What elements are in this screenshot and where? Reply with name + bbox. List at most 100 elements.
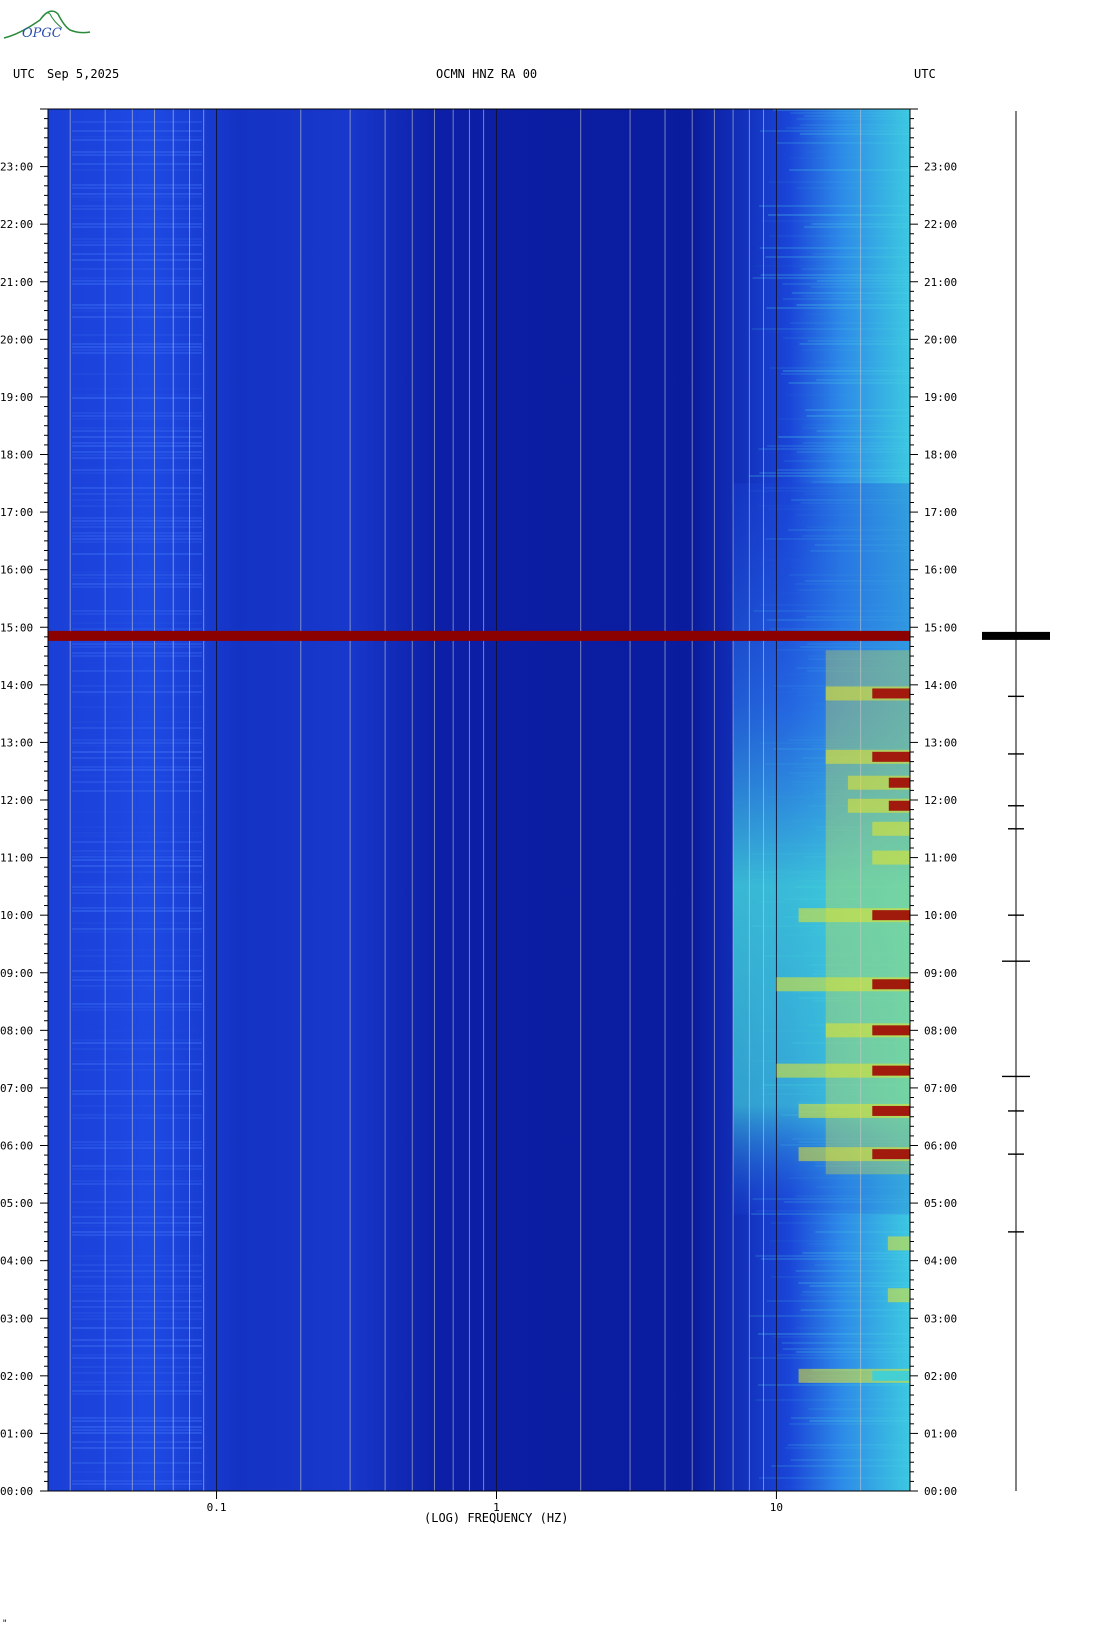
texture-streak	[72, 1393, 202, 1395]
texture-streak	[72, 646, 202, 648]
texture-streak	[776, 469, 910, 471]
texture-streak	[782, 283, 910, 285]
texture-streak	[72, 832, 202, 834]
texture-streak	[72, 1117, 202, 1119]
y-tick-label-right: 11:00	[924, 852, 957, 865]
texture-streak	[802, 442, 910, 444]
texture-streak	[72, 1354, 202, 1356]
texture-streak	[72, 691, 202, 693]
texture-streak	[72, 1165, 202, 1167]
texture-streak	[72, 856, 202, 858]
texture-streak	[72, 1372, 202, 1374]
texture-streak	[72, 535, 202, 537]
texture-streak	[72, 574, 202, 576]
event-band	[872, 688, 910, 699]
texture-streak	[804, 325, 910, 327]
texture-streak	[761, 220, 910, 222]
texture-streak	[72, 466, 202, 468]
texture-streak	[72, 1384, 202, 1386]
texture-streak	[72, 1177, 202, 1179]
texture-streak	[72, 244, 202, 246]
texture-streak	[806, 415, 910, 417]
texture-streak	[784, 1273, 910, 1275]
y-tick-label-left: 14:00	[0, 679, 33, 692]
texture-streak	[72, 577, 202, 579]
texture-streak	[72, 1147, 202, 1149]
texture-streak	[749, 475, 910, 477]
texture-streak	[72, 532, 202, 534]
texture-streak	[72, 241, 202, 243]
y-tick-label-left: 00:00	[0, 1485, 33, 1498]
y-tick-label-right: 04:00	[924, 1255, 957, 1268]
texture-streak	[72, 1468, 202, 1470]
texture-streak	[814, 361, 910, 363]
texture-streak	[759, 205, 910, 207]
texture-streak	[72, 418, 202, 420]
texture-streak	[72, 130, 202, 132]
y-tick-label-right: 07:00	[924, 1082, 957, 1095]
texture-streak	[72, 865, 202, 867]
y-tick-label-left: 11:00	[0, 852, 33, 865]
texture-streak	[802, 1252, 910, 1254]
texture-streak	[786, 1486, 910, 1488]
texture-streak	[72, 1003, 202, 1005]
x-tick-label: 10	[770, 1501, 783, 1514]
texture-streak	[72, 1291, 202, 1293]
texture-streak	[72, 415, 202, 417]
texture-streak	[72, 493, 202, 495]
y-tick-label-right: 18:00	[924, 449, 957, 462]
texture-streak	[72, 961, 202, 963]
event-band	[872, 979, 910, 990]
texture-streak	[72, 253, 202, 255]
texture-streak	[815, 379, 910, 381]
texture-streak	[72, 1168, 202, 1170]
high-frequency-activity	[733, 483, 910, 1215]
texture-streak	[72, 1357, 202, 1359]
texture-streak	[72, 217, 202, 219]
texture-streak	[802, 1291, 910, 1293]
texture-streak	[72, 1219, 202, 1221]
texture-streak	[72, 775, 202, 777]
texture-streak	[769, 367, 910, 369]
y-tick-label-left: 23:00	[0, 161, 33, 174]
texture-streak	[72, 394, 202, 396]
texture-streak	[72, 652, 202, 654]
texture-streak	[72, 1432, 202, 1434]
texture-streak	[72, 1213, 202, 1215]
texture-streak	[795, 1270, 910, 1272]
texture-streak	[787, 1444, 910, 1446]
texture-streak	[788, 1423, 910, 1425]
texture-streak	[72, 199, 202, 201]
y-tick-label-right: 12:00	[924, 794, 957, 807]
texture-streak	[72, 169, 202, 171]
texture-streak	[749, 1315, 910, 1317]
texture-streak	[72, 949, 202, 951]
y-tick-label-right: 16:00	[924, 564, 957, 577]
texture-streak	[72, 469, 202, 471]
texture-streak	[72, 1345, 202, 1347]
texture-streak	[72, 580, 202, 582]
texture-streak	[72, 487, 202, 489]
y-tick-label-left: 02:00	[0, 1370, 33, 1383]
texture-streak	[751, 328, 910, 330]
texture-streak	[72, 1069, 202, 1071]
texture-streak	[768, 181, 910, 183]
texture-streak	[802, 424, 910, 426]
y-tick-label-right: 15:00	[924, 621, 957, 634]
texture-streak	[72, 1255, 202, 1257]
texture-streak	[72, 1207, 202, 1209]
texture-streak	[72, 721, 202, 723]
texture-streak	[802, 295, 910, 297]
texture-streak	[72, 670, 202, 672]
texture-streak	[72, 1426, 202, 1428]
station-title: OCMN HNZ RA 00	[436, 67, 538, 81]
texture-streak	[72, 628, 202, 630]
texture-streak	[72, 667, 202, 669]
texture-streak	[72, 277, 202, 279]
texture-streak	[805, 313, 910, 315]
texture-streak	[72, 523, 202, 525]
texture-streak	[72, 745, 202, 747]
y-tick-label-right: 14:00	[924, 679, 957, 692]
texture-streak	[72, 1327, 202, 1329]
texture-streak	[72, 283, 202, 285]
